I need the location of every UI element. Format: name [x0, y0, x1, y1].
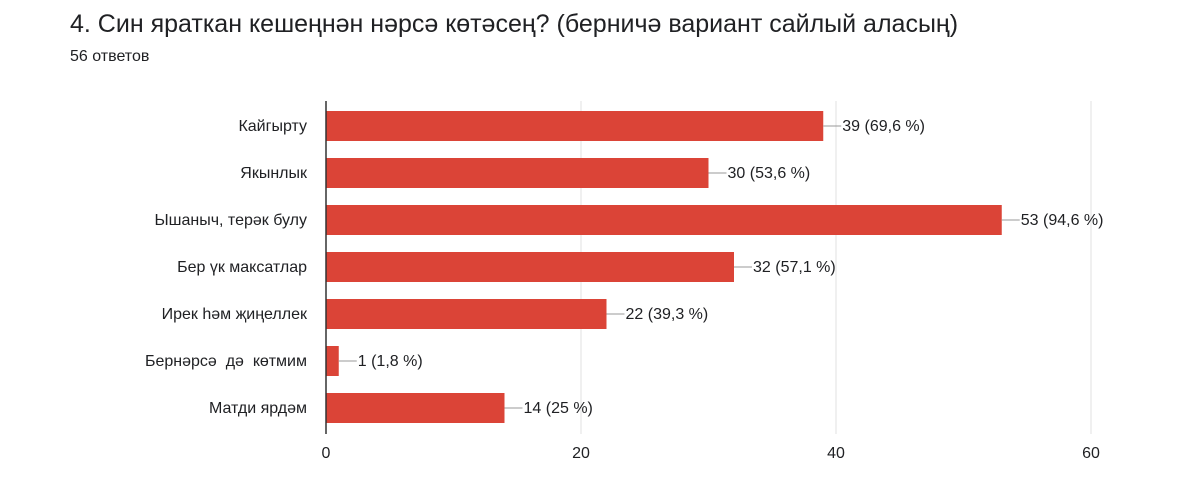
- data-label: 32 (57,1 %): [753, 259, 836, 276]
- bar-5: [326, 346, 339, 376]
- bar-0: [326, 111, 824, 141]
- category-label: Якынлык: [240, 165, 308, 182]
- question-title: 4. Син яраткан кешеңнән нәрсә көтәсең? (…: [70, 10, 959, 38]
- category-label: Бернәрсә дә көтмим: [145, 353, 307, 370]
- bar-6: [326, 393, 505, 423]
- data-label: 1 (1,8 %): [358, 353, 423, 370]
- data-label: 30 (53,6 %): [728, 165, 811, 182]
- x-tick-label: 0: [322, 445, 331, 462]
- data-label: 14 (25 %): [524, 400, 593, 417]
- category-label: Ирек һәм җиңеллек: [162, 306, 308, 323]
- x-tick-label: 60: [1082, 445, 1100, 462]
- response-count: 56 ответов: [70, 48, 150, 65]
- x-tick-label: 40: [827, 445, 845, 462]
- x-tick-label: 20: [572, 445, 590, 462]
- data-label: 39 (69,6 %): [842, 118, 925, 135]
- bar-2: [326, 205, 1002, 235]
- data-label: 53 (94,6 %): [1021, 212, 1104, 229]
- bar-4: [326, 299, 607, 329]
- category-label: Бер үк максатлар: [177, 259, 307, 276]
- category-label: Кайгырту: [238, 118, 307, 135]
- data-label: 22 (39,3 %): [626, 306, 709, 323]
- bar-1: [326, 158, 709, 188]
- bar-3: [326, 252, 734, 282]
- category-label: Матди ярдәм: [209, 400, 307, 417]
- category-label: Ышаныч, терәк булу: [154, 212, 307, 229]
